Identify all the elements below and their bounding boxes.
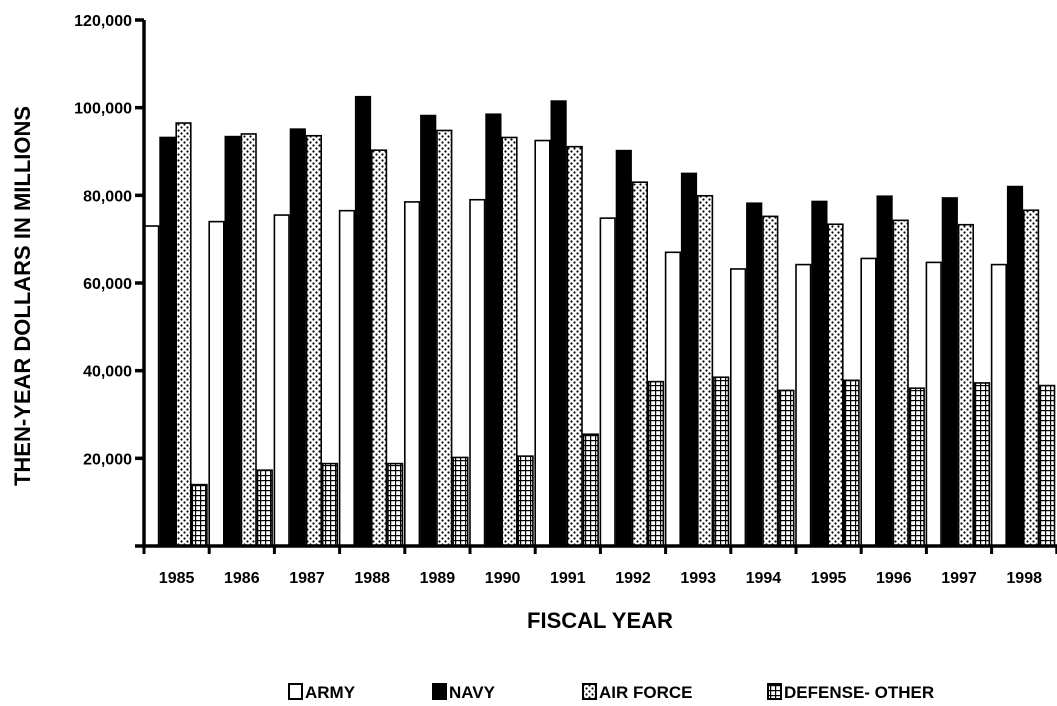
bar-air-force-1985 (175, 122, 192, 547)
x-tick-label-1995: 1995 (811, 570, 847, 587)
y-tick-label: 60,000 (83, 276, 132, 293)
bar-air-force-1986 (240, 133, 257, 547)
bar-air-force-1991 (566, 145, 583, 547)
y-tick-label: 20,000 (83, 451, 132, 468)
x-axis-title: FISCAL YEAR (527, 608, 673, 633)
bar-navy-1996 (876, 195, 893, 547)
bar-navy-1988 (354, 95, 372, 547)
bar-defense-other-1994 (778, 389, 795, 547)
bar-army-1989 (403, 201, 421, 547)
y-tick-labels: 20,000 40,000 60,000 80,000 100,000 120,000 (74, 13, 132, 468)
bar-navy-1998 (1006, 185, 1024, 547)
bar-defense-other-1995 (843, 379, 860, 547)
bar-navy-1994 (746, 202, 763, 547)
x-tick-label-1994: 1994 (746, 570, 782, 587)
bar-army-1997 (925, 261, 942, 547)
bar-navy-1990 (485, 113, 502, 547)
legend-swatch-navy (432, 683, 447, 700)
legend-swatch-air-force (582, 683, 597, 700)
x-tick-label-1988: 1988 (354, 570, 390, 587)
bar-defense-other-1987 (321, 462, 339, 547)
y-axis-title: THEN-YEAR DOLLARS IN MILLIONS (10, 106, 35, 486)
bar-navy-1989 (420, 114, 437, 547)
bar-army-1990 (469, 198, 486, 547)
bar-army-1993 (664, 251, 681, 547)
legend-label-defense-other: DEFENSE- OTHER (784, 683, 934, 702)
y-tick-label: 80,000 (83, 188, 132, 205)
y-tick-label: 100,000 (74, 101, 132, 118)
bar-air-force-1989 (436, 129, 453, 547)
bar-army-1988 (338, 209, 356, 547)
bar-defense-other-1986 (256, 469, 273, 547)
bar-air-force-1996 (892, 219, 909, 547)
bar-army-1992 (599, 217, 616, 547)
bar-army-1996 (860, 257, 877, 547)
legend-label-army: ARMY (305, 683, 356, 702)
bar-navy-1986 (224, 135, 241, 547)
x-tick-labels: 1985 1986 1987 1988 1989 1990 1991 1992 1993 1994… (159, 570, 1042, 587)
bar-army-1991 (534, 139, 551, 547)
bar-defense-other-1998 (1039, 384, 1056, 547)
bar-defense-other-1992 (647, 380, 665, 547)
bar-air-force-1998 (1022, 209, 1040, 547)
bar-air-force-1994 (762, 215, 779, 547)
x-tick-label-1993: 1993 (680, 570, 716, 587)
x-tick-label-1991: 1991 (550, 570, 586, 587)
bar-defense-other-1985 (191, 483, 208, 547)
legend-swatch-army (288, 683, 303, 700)
bar-navy-1985 (159, 136, 176, 547)
x-tick-label-1987: 1987 (289, 570, 325, 587)
bar-army-1985 (143, 225, 160, 547)
bar-army-1994 (729, 268, 747, 547)
y-tick-label: 40,000 (83, 364, 132, 381)
bar-air-force-1988 (370, 149, 388, 547)
x-tick-label-1992: 1992 (615, 570, 651, 587)
bar-navy-1992 (615, 149, 632, 547)
bar-defense-other-1996 (908, 387, 925, 547)
legend: ARMY NAVY AIR FORCE DEFENSE- OTHER (288, 683, 934, 702)
x-tick-label-1985: 1985 (159, 570, 195, 587)
bar-air-force-1992 (631, 181, 648, 547)
bar-air-force-1993 (696, 194, 714, 547)
bar-army-1995 (795, 263, 812, 547)
bar-defense-other-1997 (973, 382, 991, 547)
bars-group (143, 95, 1056, 547)
bar-defense-other-1988 (387, 462, 404, 547)
x-tick-label-1990: 1990 (485, 570, 521, 587)
x-tick-label-1998: 1998 (1006, 570, 1042, 587)
legend-label-air-force: AIR FORCE (599, 683, 693, 702)
bar-army-1998 (990, 263, 1007, 547)
bar-air-force-1987 (305, 134, 323, 547)
bar-navy-1997 (941, 197, 958, 547)
y-tick-label: 120,000 (74, 13, 132, 30)
bar-air-force-1990 (501, 136, 518, 547)
bar-army-1986 (208, 220, 225, 547)
bar-navy-1987 (289, 128, 306, 547)
bar-air-force-1997 (957, 223, 974, 547)
bar-defense-other-1989 (452, 456, 469, 547)
bar-air-force-1995 (827, 223, 844, 547)
legend-swatch-defense-other (767, 683, 782, 700)
x-tick-label-1989: 1989 (420, 570, 456, 587)
bar-navy-1993 (680, 172, 698, 547)
x-tick-label-1986: 1986 (224, 570, 260, 587)
bar-navy-1995 (811, 200, 828, 547)
bar-defense-other-1991 (582, 433, 599, 547)
bar-army-1987 (273, 214, 290, 547)
x-tick-label-1996: 1996 (876, 570, 912, 587)
legend-label-navy: NAVY (449, 683, 496, 702)
bar-navy-1991 (550, 100, 567, 547)
bar-defense-other-1990 (517, 455, 534, 547)
x-tick-label-1997: 1997 (941, 570, 977, 587)
bar-defense-other-1993 (713, 376, 730, 547)
axes-group (135, 18, 1057, 554)
